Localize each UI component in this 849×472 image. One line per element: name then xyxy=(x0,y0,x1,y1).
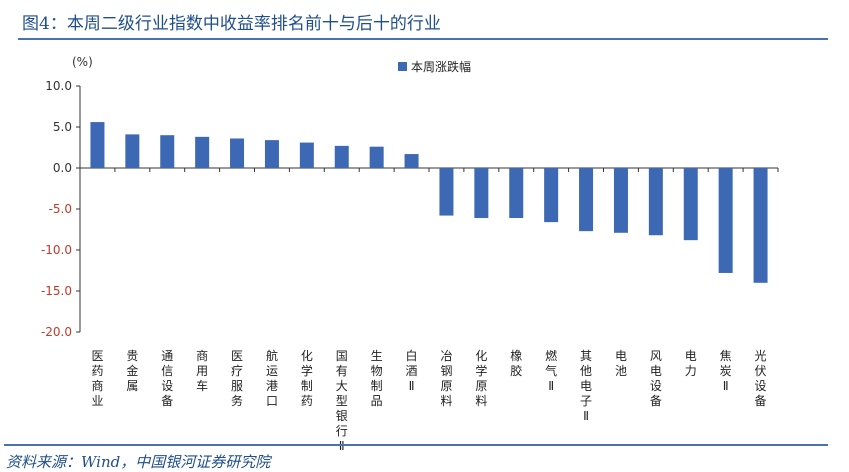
title-divider xyxy=(18,38,828,40)
x-category-label: 电池 xyxy=(615,349,627,378)
bar xyxy=(613,168,628,233)
bar xyxy=(230,138,245,168)
y-tick-label: -20.0 xyxy=(41,325,72,339)
bar xyxy=(160,135,175,168)
x-category-label: 生物制品 xyxy=(371,349,383,408)
x-category-label: 贵金属 xyxy=(126,349,138,393)
x-category-label: 焦炭 Ⅱ xyxy=(720,349,732,393)
bar xyxy=(753,168,768,283)
x-category-label: 商用车 xyxy=(196,348,208,393)
bar xyxy=(195,136,210,168)
y-tick-label: -5.0 xyxy=(49,202,72,216)
x-category-label: 白酒 Ⅱ xyxy=(406,348,418,393)
y-tick-label: -10.0 xyxy=(41,243,72,257)
x-category-label: 航运港口 xyxy=(266,348,278,408)
y-tick-label: 5.0 xyxy=(53,120,72,134)
x-category-label: 其他电子 Ⅱ xyxy=(580,349,592,423)
bar xyxy=(718,168,733,273)
bar xyxy=(648,168,663,236)
footer-divider xyxy=(4,444,828,446)
y-tick-label: -15.0 xyxy=(41,284,72,298)
bar xyxy=(299,142,314,168)
bar xyxy=(125,134,140,168)
bar xyxy=(404,154,419,168)
x-category-label: 光伏设备 xyxy=(755,349,767,408)
source-note: 资料来源：Wind，中国银河证券研究院 xyxy=(6,453,271,471)
x-category-label: 化学原料 xyxy=(475,349,487,408)
x-category-label: 电力 xyxy=(685,349,697,378)
x-category-label: 医疗服务 xyxy=(231,349,243,408)
bar xyxy=(683,168,698,241)
legend-label: 本周涨跌幅 xyxy=(411,59,471,74)
legend-swatch xyxy=(398,62,407,71)
bar xyxy=(264,140,279,168)
x-category-label: 通信设备 xyxy=(161,349,173,408)
chart-title: 图4：本周二级行业指数中收益率排名前十与后十的行业 xyxy=(22,14,441,34)
x-category-label: 国有大型银行 Ⅱ xyxy=(336,349,348,453)
x-category-label: 冶钢原料 xyxy=(440,349,452,408)
bar xyxy=(369,146,384,168)
bar xyxy=(90,122,105,168)
bar xyxy=(544,168,559,223)
x-category-label: 橡胶 xyxy=(510,349,522,378)
y-unit-label: (%) xyxy=(72,55,93,69)
bar xyxy=(579,168,594,232)
x-category-label: 医药商业 xyxy=(91,349,103,408)
bar xyxy=(474,168,489,219)
bar xyxy=(334,145,349,168)
x-category-label: 燃气 Ⅱ xyxy=(545,348,557,393)
x-category-label: 化学制药 xyxy=(301,349,313,408)
bar xyxy=(439,168,454,216)
bar xyxy=(509,168,524,219)
x-category-label: 风电设备 xyxy=(650,349,662,408)
y-tick-label: 0.0 xyxy=(53,161,72,175)
y-tick-label: 10.0 xyxy=(45,79,72,93)
